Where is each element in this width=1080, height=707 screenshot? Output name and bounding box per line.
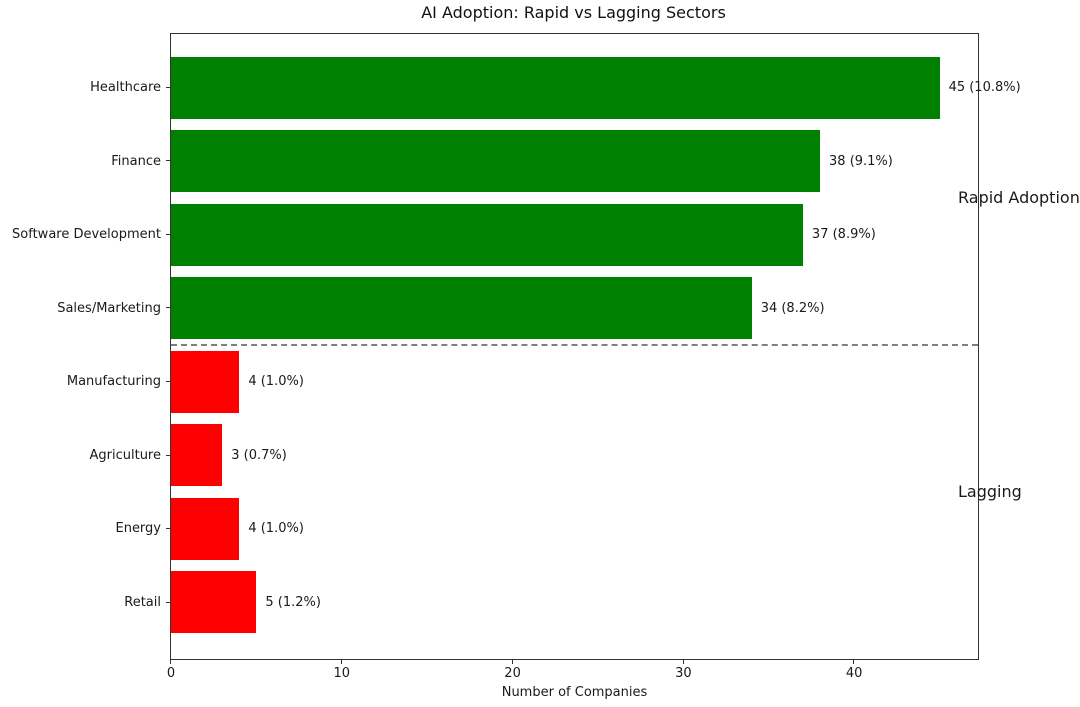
category-label: Finance xyxy=(111,153,161,169)
y-tick-mark xyxy=(166,528,170,530)
bar-value-label: 4 (1.0%) xyxy=(248,521,304,537)
bar-value-label: 5 (1.2%) xyxy=(265,594,321,610)
y-tick-mark xyxy=(166,233,170,235)
bar-sales-marketing xyxy=(171,277,752,340)
annotation-lagging: Lagging xyxy=(958,482,1022,502)
y-tick-mark xyxy=(166,601,170,603)
bar-value-label: 38 (9.1%) xyxy=(829,153,893,169)
y-tick-mark xyxy=(166,160,170,162)
y-tick-mark xyxy=(166,307,170,309)
x-tick-label: 30 xyxy=(675,666,692,681)
bar-retail xyxy=(171,571,257,634)
category-label: Manufacturing xyxy=(66,374,161,390)
x-tick-mark xyxy=(341,659,343,664)
category-label: Retail xyxy=(124,594,161,610)
chart-title: AI Adoption: Rapid vs Lagging Sectors xyxy=(421,3,726,22)
bar-agriculture xyxy=(171,424,223,487)
bar-finance xyxy=(171,130,821,193)
bar-manufacturing xyxy=(171,350,240,413)
bar-value-label: 3 (0.7%) xyxy=(231,447,287,463)
bar-value-label: 37 (8.9%) xyxy=(811,227,876,243)
category-label: Sales/Marketing xyxy=(57,300,161,316)
y-tick-mark xyxy=(166,381,170,383)
x-tick-label: 40 xyxy=(845,666,863,681)
bar-software-development xyxy=(171,203,803,266)
bar-value-label: 4 (1.0%) xyxy=(248,374,304,390)
y-tick-mark xyxy=(166,86,170,88)
annotation-rapid-adoption: Rapid Adoption xyxy=(958,187,1080,207)
y-tick-mark xyxy=(166,454,170,456)
x-axis-label: Number of Companies xyxy=(501,685,648,700)
category-label: Software Development xyxy=(12,227,161,243)
bar-healthcare xyxy=(171,56,940,119)
category-label: Healthcare xyxy=(90,80,161,95)
x-tick-mark xyxy=(511,659,513,664)
x-tick-mark xyxy=(170,659,172,664)
bar-value-label: 45 (10.8%) xyxy=(948,80,1021,95)
x-tick-label: 10 xyxy=(333,666,351,681)
x-tick-label: 20 xyxy=(504,666,521,681)
category-label: Agriculture xyxy=(89,447,162,463)
x-tick-mark xyxy=(682,659,684,664)
x-tick-mark xyxy=(853,659,855,664)
bar-value-label: 34 (8.2%) xyxy=(760,300,825,316)
category-label: Energy xyxy=(115,521,161,537)
plot-area: Number of Companies 45 (10.8%) Healthcare… xyxy=(12,33,1080,700)
separator-line xyxy=(171,343,978,346)
bar-energy xyxy=(171,497,240,560)
x-tick-label: 0 xyxy=(166,666,176,681)
